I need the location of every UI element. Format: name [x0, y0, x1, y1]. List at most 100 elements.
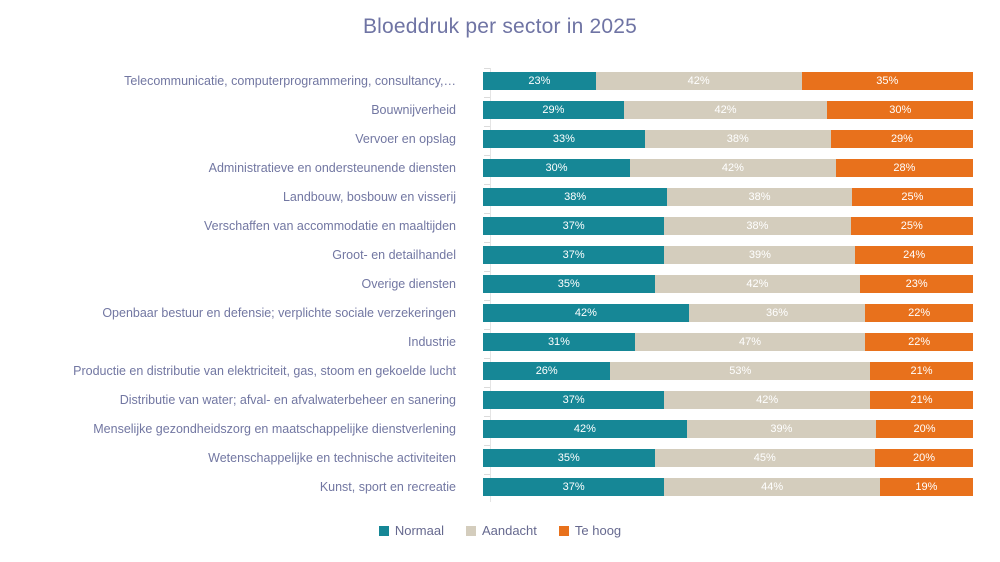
chart-row: Telecommunicatie, computerprogrammering,… — [0, 66, 1000, 95]
category-label: Wetenschappelijke en technische activite… — [208, 450, 456, 465]
bar-value-label: 42% — [687, 74, 710, 87]
bar-value-label: 20% — [913, 422, 936, 435]
bar-segment-te-hoog[interactable]: 19% — [879, 477, 973, 496]
legend-label: Normaal — [394, 523, 444, 538]
bar-value-label: 42% — [574, 306, 597, 319]
bar-value-label: 42% — [714, 103, 737, 116]
bar-segment-te-hoog[interactable]: 21% — [870, 390, 973, 409]
bar-value-label: 23% — [528, 74, 551, 87]
bar-segment-aandacht[interactable]: 39% — [686, 419, 876, 438]
bar-segment-normaal[interactable]: 37% — [483, 245, 665, 264]
bar-segment-aandacht[interactable]: 38% — [644, 129, 831, 148]
chart-row: Kunst, sport en recreatie 37% 44% 19% — [0, 472, 1000, 501]
bar-segment-aandacht[interactable]: 39% — [664, 245, 856, 264]
bar-track: 35% 45% 20% — [483, 448, 973, 467]
bar-segment-normaal[interactable]: 37% — [483, 390, 665, 409]
bar-value-label: 25% — [900, 219, 923, 232]
legend-item-normaal[interactable]: Normaal — [378, 523, 444, 538]
category-label: Openbaar bestuur en defensie; verplichte… — [102, 305, 456, 320]
bar-value-label: 25% — [901, 190, 924, 203]
bar-track: 42% 36% 22% — [483, 303, 973, 322]
bar-segment-normaal[interactable]: 30% — [483, 158, 630, 177]
category-label: Administratieve en ondersteunende dienst… — [208, 160, 456, 175]
bar-track: 29% 42% 30% — [483, 100, 973, 119]
bar-value-label: 22% — [908, 306, 931, 319]
legend-item-aandacht[interactable]: Aandacht — [465, 523, 537, 538]
category-label: Industrie — [408, 334, 456, 349]
bar-segment-aandacht[interactable]: 42% — [623, 100, 828, 119]
bar-segment-aandacht[interactable]: 45% — [654, 448, 875, 467]
chart-row: Vervoer en opslag 33% 38% 29% — [0, 124, 1000, 153]
bar-segment-aandacht[interactable]: 42% — [654, 274, 861, 293]
bar-value-label: 42% — [721, 161, 744, 174]
bar-segment-normaal[interactable]: 29% — [483, 100, 624, 119]
category-label: Verschaffen van accommodatie en maaltijd… — [203, 218, 456, 233]
bar-segment-normaal[interactable]: 23% — [483, 71, 596, 90]
bar-segment-aandacht[interactable]: 53% — [610, 361, 871, 380]
bar-value-label: 47% — [739, 335, 762, 348]
legend: Normaal Aandacht Te hoog — [0, 523, 1000, 538]
bar-segment-te-hoog[interactable]: 22% — [865, 332, 973, 351]
bar-value-label: 30% — [889, 103, 912, 116]
bar-value-label: 37% — [562, 393, 585, 406]
bar-segment-normaal[interactable]: 37% — [483, 477, 665, 496]
bar-segment-te-hoog[interactable]: 30% — [827, 100, 973, 119]
bar-segment-normaal[interactable]: 33% — [483, 129, 645, 148]
category-label: Bouwnijverheid — [371, 102, 456, 117]
bar-segment-te-hoog[interactable]: 20% — [875, 448, 973, 467]
chart-row: Overige diensten 35% 42% 23% — [0, 269, 1000, 298]
bar-segment-aandacht[interactable]: 47% — [634, 332, 866, 351]
bar-value-label: 42% — [756, 393, 779, 406]
bar-track: 30% 42% 28% — [483, 158, 973, 177]
bar-value-label: 38% — [726, 132, 749, 145]
bar-value-label: 37% — [562, 480, 585, 493]
bar-segment-te-hoog[interactable]: 25% — [851, 187, 973, 206]
chart-title: Bloeddruk per sector in 2025 — [362, 15, 638, 38]
chart-row: Bouwnijverheid 29% 42% 30% — [0, 95, 1000, 124]
bar-segment-te-hoog[interactable]: 29% — [830, 129, 973, 148]
legend-swatch-te-hoog — [558, 525, 569, 536]
bar-segment-normaal[interactable]: 31% — [483, 332, 635, 351]
bar-segment-normaal[interactable]: 35% — [483, 274, 655, 293]
chart-row: Wetenschappelijke en technische activite… — [0, 443, 1000, 472]
bar-value-label: 36% — [765, 306, 789, 319]
bar-segment-normaal[interactable]: 38% — [483, 187, 668, 206]
bar-segment-te-hoog[interactable]: 28% — [835, 158, 973, 177]
bar-segment-normaal[interactable]: 26% — [483, 361, 611, 380]
bar-track: 38% 38% 25% — [483, 187, 973, 206]
chart-row: Verschaffen van accommodatie en maaltijd… — [0, 211, 1000, 240]
chart-row: Distributie van water; afval- en afvalwa… — [0, 385, 1000, 414]
bar-value-label: 53% — [729, 364, 752, 377]
bar-segment-normaal[interactable]: 42% — [483, 303, 689, 322]
bar-track: 37% 38% 25% — [483, 216, 973, 235]
bar-value-label: 29% — [542, 103, 565, 116]
bar-segment-te-hoog[interactable]: 22% — [865, 303, 973, 322]
bar-value-label: 23% — [905, 277, 928, 290]
bar-segment-te-hoog[interactable]: 25% — [850, 216, 973, 235]
bar-segment-te-hoog[interactable]: 35% — [801, 71, 973, 90]
bar-segment-te-hoog[interactable]: 20% — [875, 419, 973, 438]
bar-value-label: 39% — [748, 248, 771, 261]
legend-item-te-hoog[interactable]: Te hoog — [558, 523, 621, 538]
chart-row: Menselijke gezondheidszorg en maatschapp… — [0, 414, 1000, 443]
bar-segment-aandacht[interactable]: 38% — [664, 216, 851, 235]
bar-segment-te-hoog[interactable]: 24% — [855, 245, 973, 264]
bar-segment-te-hoog[interactable]: 23% — [860, 274, 973, 293]
bar-segment-normaal[interactable]: 37% — [483, 216, 665, 235]
bar-segment-aandacht[interactable]: 42% — [664, 390, 871, 409]
bar-segment-aandacht[interactable]: 44% — [664, 477, 880, 496]
bar-segment-normaal[interactable]: 42% — [483, 419, 687, 438]
bar-track: 26% 53% 21% — [483, 361, 974, 380]
bar-segment-normaal[interactable]: 35% — [483, 448, 655, 467]
bar-segment-aandacht[interactable]: 42% — [595, 71, 802, 90]
bar-track: 37% 42% 21% — [483, 390, 973, 409]
bar-segment-te-hoog[interactable]: 21% — [870, 361, 974, 380]
chart-row: Administratieve en ondersteunende dienst… — [0, 153, 1000, 182]
category-label: Productie en distributie van elektricite… — [73, 363, 456, 378]
bar-value-label: 37% — [562, 219, 585, 232]
bar-segment-aandacht[interactable]: 42% — [630, 158, 836, 177]
bar-segment-aandacht[interactable]: 36% — [688, 303, 866, 322]
bar-segment-aandacht[interactable]: 38% — [667, 187, 852, 206]
category-label: Vervoer en opslag — [355, 131, 456, 146]
